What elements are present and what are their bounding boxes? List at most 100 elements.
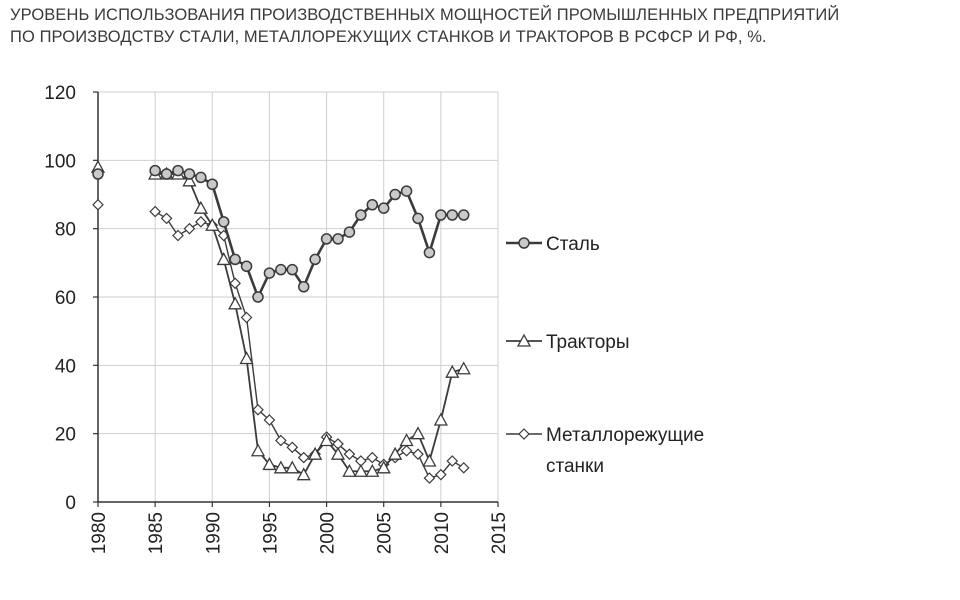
series-steel: [92, 164, 470, 303]
data-point-steel-2000: [320, 233, 333, 245]
data-point-tractors-1997: [285, 460, 300, 474]
y-axis-ticks: 0 20 40 60 80 100 120: [44, 83, 98, 514]
data-point-machines-2007: [400, 444, 413, 457]
x-tick-label-2015: 2015: [489, 512, 510, 554]
data-point-steel-1998: [297, 281, 310, 293]
data-point-steel-2006: [389, 188, 401, 201]
chart-title: УРОВЕНЬ ИСПОЛЬЗОВАНИЯ ПРОИЗВОДСТВЕННЫХ М…: [10, 4, 950, 48]
data-point-tractors-2000: [319, 433, 334, 447]
y-tick-label-20: 20: [55, 425, 76, 446]
x-tick-label-1980: 1980: [89, 512, 110, 554]
data-point-tractors-1993: [239, 351, 254, 365]
x-tick-label-1985: 1985: [146, 512, 167, 554]
data-point-steel-1995: [263, 267, 276, 279]
y-tick-label-100: 100: [44, 151, 76, 172]
data-point-steel-2007: [400, 185, 413, 197]
data-point-steel-2008: [412, 212, 424, 225]
chart-title-line-1: УРОВЕНЬ ИСПОЛЬЗОВАНИЯ ПРОИЗВОДСТВЕННЫХ М…: [10, 6, 840, 24]
data-point-machines-1987: [172, 229, 184, 242]
data-point-tractors-1996: [273, 460, 288, 474]
series-layer: [90, 159, 471, 484]
data-point-tractors-1988: [182, 173, 197, 187]
x-axis-ticks: 1980 1985 1990 1995 2000 2005 2010 2015: [89, 502, 510, 554]
chart-title-line-2: ПО ПРОИЗВОДСТВУ СТАЛИ, МЕТАЛЛОРЕЖУЩИХ СТ…: [10, 28, 767, 46]
data-point-steel-1991: [217, 216, 230, 228]
data-point-tractors-2007: [399, 433, 414, 447]
data-point-steel-1989: [195, 171, 207, 184]
legend-label-steel: Сталь: [546, 234, 600, 255]
data-point-steel-1992: [229, 253, 241, 266]
data-point-machines-1980: [92, 198, 104, 211]
data-point-steel-2005: [377, 202, 390, 214]
data-point-machines-2009: [423, 472, 436, 484]
data-point-machines-2012: [457, 461, 470, 474]
data-point-tractors-2001: [330, 446, 346, 460]
x-tick-label-2010: 2010: [432, 512, 453, 554]
legend-marker-machines: [518, 428, 530, 440]
data-point-steel-1980: [92, 168, 104, 180]
data-point-steel-1993: [240, 260, 253, 272]
data-point-tractors-1991: [216, 252, 231, 266]
legend: Сталь Тракторы Металлорежущие станки: [506, 234, 704, 477]
data-point-machines-1988: [183, 222, 196, 235]
data-point-machines-1997: [286, 441, 299, 454]
data-point-steel-1985: [149, 164, 161, 177]
legend-marker-tractors: [516, 333, 532, 347]
grid: [98, 91, 499, 502]
legend-item-steel: Сталь: [506, 234, 600, 255]
legend-marker-steel: [518, 237, 530, 249]
y-tick-label-0: 0: [65, 493, 76, 514]
data-point-steel-1990: [206, 178, 219, 190]
legend-item-tractors: Тракторы: [506, 332, 629, 353]
data-point-steel-2009: [423, 246, 436, 259]
legend-label-tractors: Тракторы: [546, 332, 629, 353]
data-point-machines-1998: [297, 451, 310, 464]
data-point-steel-1986: [160, 168, 173, 180]
data-point-machines-1992: [229, 277, 241, 290]
data-point-tractors-1998: [296, 467, 311, 481]
y-tick-label-60: 60: [55, 288, 76, 309]
data-point-machines-2010: [435, 468, 447, 481]
legend-item-machines: Металлорежущие станки: [506, 425, 704, 477]
y-tick-label-80: 80: [55, 220, 76, 241]
data-point-machines-1993: [240, 311, 253, 324]
data-point-tractors-1994: [250, 443, 266, 457]
data-point-tractors-2003: [353, 463, 368, 477]
legend-label-machines-line-1: Металлорежущие: [546, 425, 704, 446]
data-point-steel-2010: [435, 209, 447, 221]
data-point-machines-1994: [252, 403, 264, 416]
data-point-tractors-2011: [445, 364, 460, 378]
data-point-steel-2001: [332, 233, 344, 245]
series-line-steel: [154, 169, 464, 299]
data-point-tractors-1999: [308, 446, 323, 460]
data-point-steel-1999: [309, 253, 321, 266]
x-tick-label-1995: 1995: [260, 512, 281, 554]
data-point-machines-1986: [160, 212, 173, 225]
data-point-tractors-2010: [433, 412, 448, 426]
data-point-steel-2002: [343, 226, 356, 238]
data-point-steel-2011: [446, 209, 459, 221]
data-point-tractors-1995: [262, 457, 277, 471]
data-point-machines-1995: [263, 414, 276, 426]
data-point-tractors-2002: [342, 463, 357, 477]
data-point-machines-1989: [195, 215, 207, 228]
data-point-machines-2008: [412, 448, 424, 461]
data-point-machines-2011: [446, 455, 459, 467]
y-tick-label-40: 40: [55, 356, 76, 377]
data-point-steel-1987: [172, 164, 184, 177]
data-point-tractors-1992: [228, 296, 243, 310]
data-point-machines-1996: [275, 434, 287, 447]
data-point-tractors-1990: [205, 217, 220, 231]
x-tick-label-2005: 2005: [375, 512, 396, 554]
data-point-steel-2003: [355, 209, 367, 221]
data-point-tractors-2012: [456, 361, 471, 375]
data-point-tractors-1989: [193, 200, 208, 214]
x-tick-label-2000: 2000: [318, 512, 339, 554]
data-point-machines-2002: [343, 448, 356, 461]
series-line-machines: [154, 210, 465, 479]
x-tick-label-1990: 1990: [203, 512, 224, 554]
data-point-steel-1994: [252, 291, 264, 303]
data-point-steel-2004: [366, 199, 379, 211]
data-point-steel-1988: [183, 168, 196, 180]
data-point-machines-1985: [149, 205, 161, 218]
